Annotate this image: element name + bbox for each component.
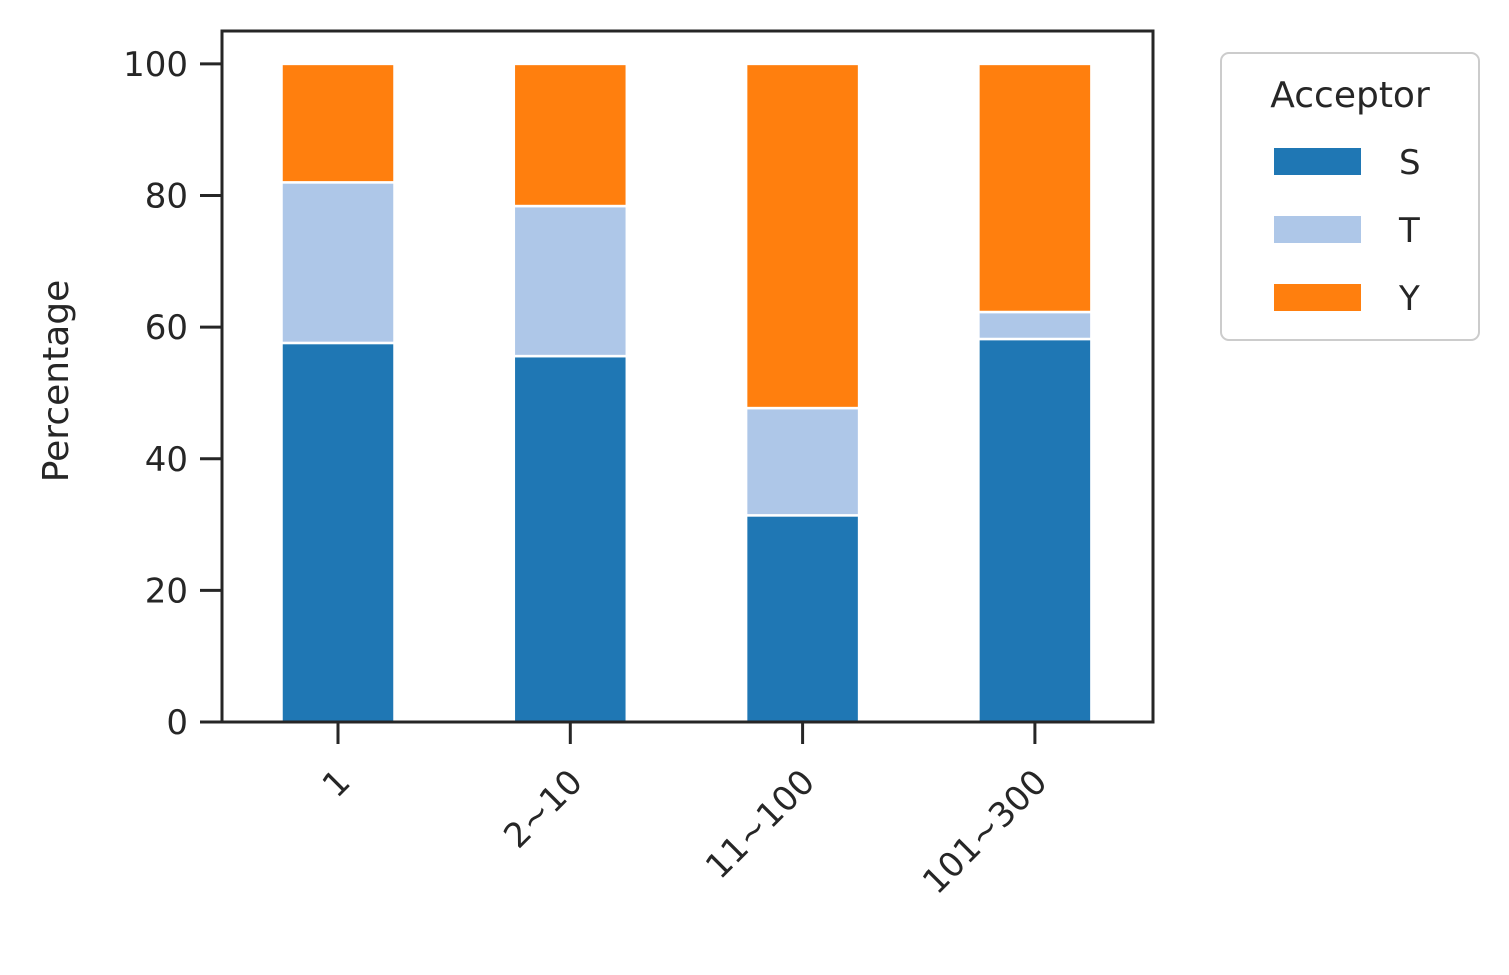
bar-S-2~10 — [512, 354, 629, 724]
y-tick-label: 0 — [166, 703, 188, 743]
y-tick-label: 100 — [123, 45, 188, 85]
bars-group — [280, 62, 1093, 724]
bar-T-11~100 — [744, 406, 861, 517]
bar-Y-101~300 — [977, 62, 1093, 314]
bar-T-2~10 — [512, 204, 629, 358]
legend-label-Y: Y — [1398, 279, 1420, 319]
legend-swatch-Y — [1274, 284, 1361, 311]
y-tick-label: 60 — [145, 308, 188, 348]
y-tick-label: 20 — [145, 571, 188, 611]
bar-S-101~300 — [977, 337, 1093, 724]
bar-Y-11~100 — [744, 62, 861, 410]
legend-title: Acceptor — [1270, 75, 1430, 116]
legend-swatch-T — [1274, 216, 1361, 243]
bar-T-1 — [280, 181, 396, 345]
y-tick-label: 40 — [145, 440, 188, 480]
y-axis: 0 20 40 60 80 100 — [123, 45, 222, 743]
x-tick-label: 101~300 — [915, 762, 1055, 902]
x-tick-label: 1 — [315, 762, 359, 806]
x-tick-label: 11~100 — [698, 762, 823, 887]
bar-S-1 — [280, 341, 396, 724]
plot-frame — [220, 29, 1155, 724]
bar-T-101~300 — [977, 310, 1093, 341]
bar-Y-1 — [280, 62, 396, 184]
legend-items: STY — [1274, 143, 1421, 319]
bar-Y-2~10 — [512, 62, 629, 208]
legend: Acceptor STY — [1220, 52, 1480, 341]
legend-label-S: S — [1399, 143, 1421, 183]
x-axis: 1 2~10 11~100 101~300 — [315, 722, 1055, 902]
bar-S-11~100 — [744, 514, 861, 724]
legend-box — [1220, 52, 1480, 341]
x-tick-label: 2~10 — [496, 762, 590, 856]
y-tick-label: 80 — [145, 177, 188, 217]
y-axis-label: Percentage — [36, 280, 77, 483]
legend-label-T: T — [1398, 211, 1420, 251]
legend-swatch-S — [1274, 148, 1361, 175]
